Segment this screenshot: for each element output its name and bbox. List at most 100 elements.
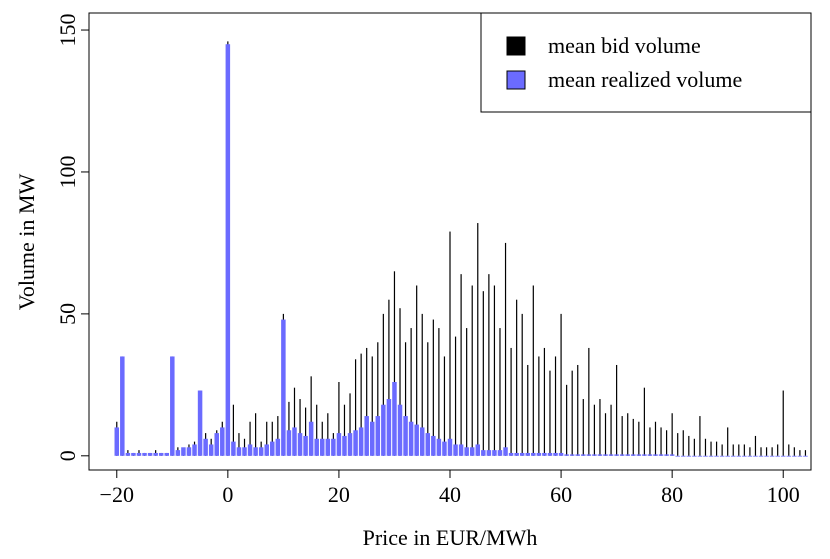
realized-spike (786, 455, 792, 457)
bid-spike (488, 274, 490, 456)
x-tick-label: 80 (661, 482, 683, 507)
legend-box (480, 12, 812, 113)
realized-spike (514, 452, 519, 456)
bid-spike (310, 376, 312, 456)
bid-spike (699, 416, 701, 456)
realized-spike (775, 455, 780, 457)
realized-spike (419, 427, 425, 456)
bid-spike (388, 299, 390, 456)
bid-spike (399, 308, 401, 456)
realized-spike (792, 455, 797, 457)
bid-spike (799, 450, 801, 456)
bid-spike (427, 342, 429, 456)
realized-spike (369, 421, 375, 456)
realized-spike (425, 433, 431, 456)
bid-spike (421, 313, 423, 456)
bid-spike (477, 223, 479, 456)
realized-spike (308, 421, 314, 456)
realized-spike (631, 454, 636, 456)
bid-spike (255, 413, 257, 456)
bid-spike (527, 364, 529, 456)
bid-spike (688, 435, 690, 456)
bid-spike (538, 356, 540, 456)
realized-spike (675, 455, 680, 457)
realized-spike (408, 421, 414, 456)
bid-spike (354, 359, 357, 456)
realized-spike (403, 416, 408, 456)
bid-spike (521, 313, 523, 456)
realized-spike (714, 455, 719, 457)
bid-spike (616, 364, 618, 456)
realized-spike (414, 424, 419, 456)
realized-spike (553, 452, 558, 456)
realized-spike (564, 454, 569, 456)
realized-spike (614, 454, 619, 456)
realized-spike (170, 356, 175, 456)
realized-spike (347, 433, 353, 456)
realized-spike (192, 444, 197, 456)
realized-spike (120, 356, 125, 456)
realized-spike (647, 454, 653, 456)
bid-spike (571, 370, 573, 456)
realized-spike (486, 450, 492, 456)
bid-spike (404, 342, 407, 456)
realized-spike (164, 452, 170, 456)
realized-spike (581, 454, 586, 456)
bid-spike (727, 427, 729, 456)
bid-spike (482, 291, 484, 456)
bid-spike (554, 356, 557, 456)
realized-spike (342, 435, 347, 456)
realized-spike (242, 447, 247, 456)
bid-spike (360, 353, 362, 456)
realized-spike (597, 454, 603, 456)
realized-spike (558, 452, 564, 456)
bid-spike (710, 441, 712, 456)
realized-spike (336, 433, 342, 456)
bid-spike (638, 421, 640, 456)
bid-spike (793, 447, 795, 456)
bid-spike (471, 285, 473, 456)
bid-spike (510, 347, 512, 456)
realized-spike (708, 455, 714, 457)
bid-spike (643, 387, 645, 456)
realized-spike (697, 455, 703, 457)
realized-spike (325, 438, 331, 456)
bid-spike (771, 447, 773, 456)
realized-spike (625, 454, 630, 456)
realized-spike (264, 444, 269, 456)
bid-spike (266, 421, 268, 456)
y-tick-label: 50 (55, 303, 80, 325)
realized-spike (297, 433, 303, 456)
bid-spike (277, 416, 279, 456)
realized-spike (536, 452, 542, 456)
realized-spike (381, 404, 386, 456)
bid-spike (604, 413, 607, 456)
realized-spike (686, 455, 692, 457)
bid-spike (582, 399, 584, 456)
realized-spike (503, 447, 508, 456)
y-tick-label: 150 (55, 14, 80, 47)
bid-spike (438, 328, 440, 456)
bid-spike (377, 342, 379, 456)
bid-spike (432, 319, 434, 456)
legend-label: mean realized volume (548, 67, 742, 92)
bid-spike (777, 444, 779, 456)
legend-label: mean bid volume (548, 33, 701, 58)
realized-spike (619, 454, 625, 456)
bid-spike (593, 404, 595, 456)
bid-spike (321, 421, 323, 456)
realized-spike (725, 455, 730, 457)
realized-spike (247, 444, 253, 456)
realized-spike (181, 447, 186, 456)
realized-spike (780, 455, 786, 457)
bid-spike (760, 447, 762, 456)
bid-spike (549, 370, 551, 456)
bid-spike (271, 421, 273, 456)
y-axis-title: Volume in MW (14, 174, 39, 311)
bid-spike (449, 231, 451, 456)
realized-spike (669, 454, 675, 456)
bid-spike (232, 404, 234, 456)
realized-spike (225, 44, 231, 456)
bid-spike (366, 347, 368, 456)
